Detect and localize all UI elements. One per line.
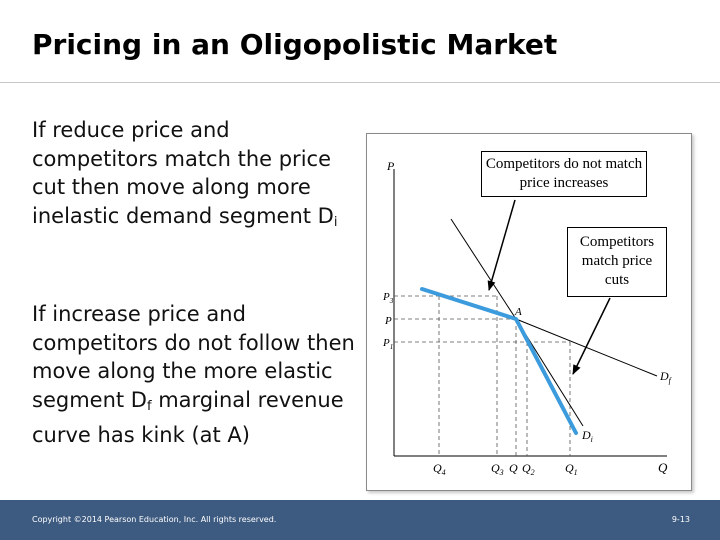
curve-df-main: D bbox=[659, 369, 669, 383]
quantity-label-q1: Q1 bbox=[565, 461, 578, 477]
paragraph-price-increase: If increase price and competitors do not… bbox=[32, 300, 362, 450]
curve-di-sub: i bbox=[591, 435, 593, 444]
curve-di-main: D bbox=[581, 428, 591, 442]
price-label-p1: P1 bbox=[382, 337, 393, 351]
paragraph-1-subscript: i bbox=[333, 214, 338, 230]
price-label-p: P bbox=[384, 315, 392, 327]
quantity-label-q4: Q4 bbox=[433, 461, 446, 477]
quantity-label-q4-sub: 4 bbox=[442, 468, 446, 477]
callout-2-arrow bbox=[572, 297, 611, 375]
demand-di-upper-line bbox=[450, 218, 517, 320]
footer-bar: Copyright ©2014 Pearson Education, Inc. … bbox=[0, 500, 720, 540]
quantity-label-q1-sub: 1 bbox=[574, 468, 578, 477]
quantity-label-q1-main: Q bbox=[565, 461, 574, 475]
callout-no-match-increase: Competitors do not match price increases bbox=[481, 151, 647, 197]
paragraph-2-text-end: marginal revenue curve has kink (at A) bbox=[32, 387, 344, 448]
paragraph-price-reduction: If reduce price and competitors match th… bbox=[32, 116, 362, 237]
price-label-p3: P3 bbox=[382, 291, 394, 305]
quantity-label-q3: Q3 bbox=[491, 461, 504, 477]
footer-copyright: Copyright ©2014 Pearson Education, Inc. … bbox=[32, 515, 277, 524]
price-label-p1-main: P bbox=[382, 337, 390, 349]
x-axis-label: Q bbox=[658, 460, 668, 475]
price-label-p1-sub: 1 bbox=[390, 343, 394, 351]
price-label-p-main: P bbox=[384, 315, 392, 327]
guide-lines bbox=[394, 295, 571, 456]
title-divider bbox=[0, 82, 720, 83]
curve-df-sub: f bbox=[669, 376, 673, 385]
curve-df-label: Df bbox=[659, 369, 673, 385]
quantity-label-q4-main: Q bbox=[433, 461, 442, 475]
quantity-label-q: Q bbox=[509, 461, 518, 475]
quantity-label-q2-sub: 2 bbox=[531, 468, 535, 477]
callout-match-cuts: Competitors match price cuts bbox=[567, 227, 667, 297]
kinked-demand-curve bbox=[420, 287, 578, 435]
point-a-label: A bbox=[514, 306, 522, 318]
footer-page-number: 9-13 bbox=[671, 515, 690, 524]
quantity-label-q3-main: Q bbox=[491, 461, 500, 475]
quantity-label-q2: Q2 bbox=[522, 461, 535, 477]
price-label-p3-sub: 3 bbox=[389, 297, 394, 305]
curve-di-label: Di bbox=[581, 428, 593, 444]
diagram-svg: P Q A Df Di P3 P P1 Q4 Q3 Q bbox=[382, 159, 673, 477]
y-axis-label: P bbox=[386, 159, 395, 173]
paragraph-2-text: If increase price and competitors do not… bbox=[32, 302, 355, 412]
slide-title: Pricing in an Oligopolistic Market bbox=[32, 28, 558, 61]
quantity-label-q3-sub: 3 bbox=[499, 468, 504, 477]
paragraph-1-text: If reduce price and competitors match th… bbox=[32, 118, 334, 228]
callout-1-arrow bbox=[487, 199, 516, 291]
quantity-label-q2-main: Q bbox=[522, 461, 531, 475]
price-label-p3-main: P bbox=[382, 291, 390, 303]
paragraph-2-subscript: f bbox=[146, 398, 152, 414]
quantity-label-q-main: Q bbox=[509, 461, 518, 475]
